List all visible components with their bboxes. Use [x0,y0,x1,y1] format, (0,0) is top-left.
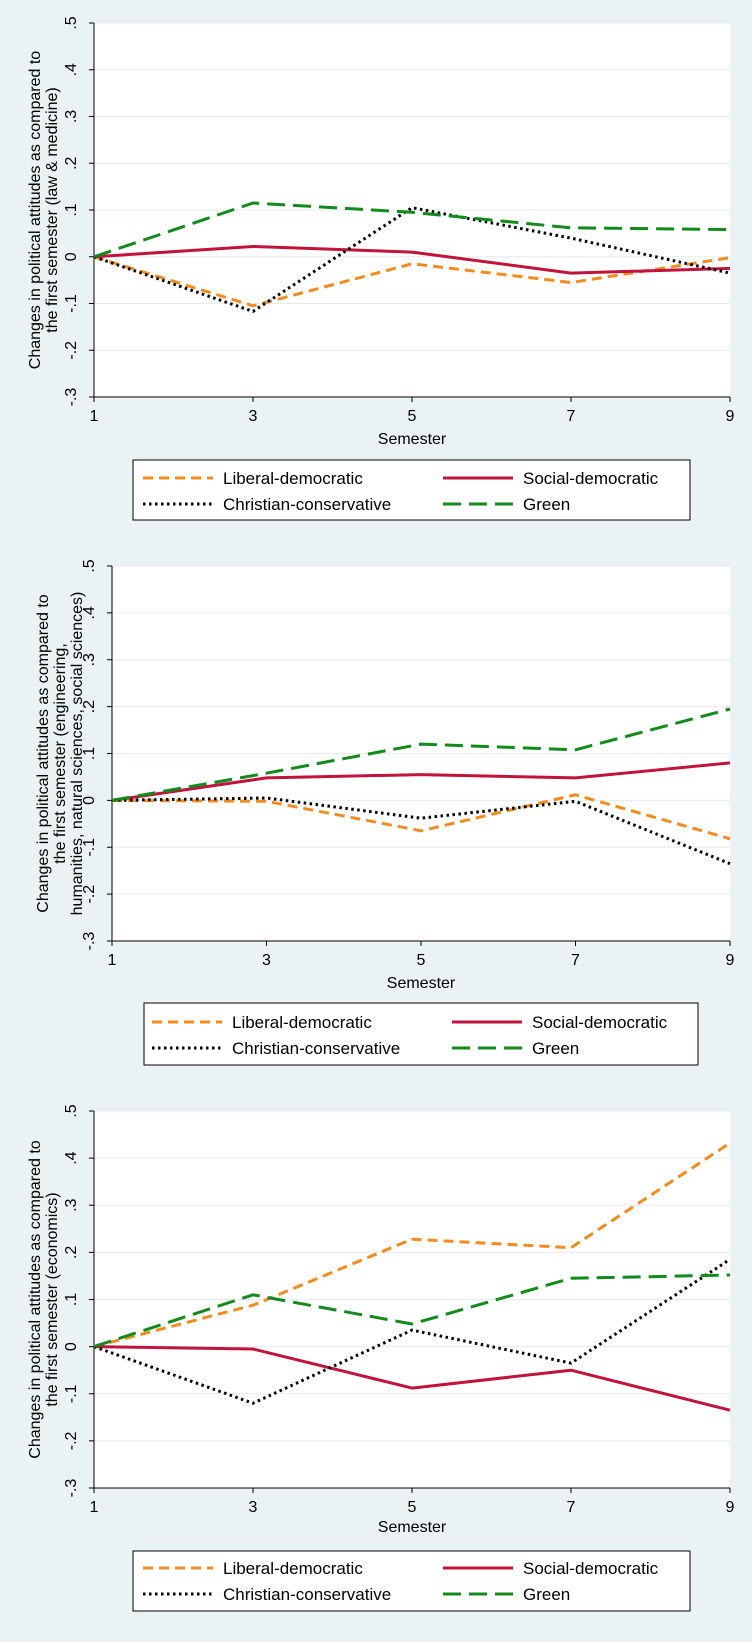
x-tick-label: 7 [567,408,576,425]
legend-label: Green [523,1585,570,1604]
y-tick-label: .4 [63,63,80,76]
y-axis-title-line: humanities, natural sciences, social sci… [69,592,86,916]
y-tick-label: .2 [63,1246,80,1259]
legend-label: Christian-conservative [232,1039,400,1058]
y-tick-label: 0 [63,1342,80,1351]
y-axis-title-line: Changes in political attitudes as compar… [27,51,44,370]
series-line-social-democratic [111,761,731,802]
y-tick-label: .1 [81,747,98,760]
x-tick-label: 9 [726,952,735,969]
chart-1: .5 .4 .3 .2 .1 0 -.1 -.2 -.3 1 3 5 7 9 Semester Changes… [27,16,735,521]
legend-label: Green [523,495,570,514]
legend-label: Liberal-democratic [223,469,363,488]
legend-box [143,1002,699,1066]
y-tick-label: .1 [63,203,80,216]
legend-label: Green [532,1039,579,1058]
y-tick-label: -.3 [81,932,98,951]
y-axis-title-line: the first semester (engineering, [52,643,69,864]
x-axis-title: Semester [378,431,447,448]
x-tick-label: 9 [726,408,735,425]
y-tick-label: .2 [63,156,80,169]
series-line-liberal-democratic [111,793,731,841]
x-axis-title: Semester [387,975,456,992]
legend-label: Liberal-democratic [223,1559,363,1578]
y-tick-label: -.1 [63,294,80,313]
series-line-christian-conservative [93,1258,731,1405]
legend-box [132,1550,691,1612]
legend-label: Christian-conservative [223,495,391,514]
y-tick-label: 0 [63,252,80,261]
y-axis-title-line: the first semester (economics) [44,1192,61,1406]
x-tick-label: 5 [408,1499,417,1516]
legend-label: Social-democratic [523,1559,659,1578]
x-tick-label: 3 [262,952,271,969]
y-tick-label: .4 [63,1151,80,1164]
legend-box [132,459,691,521]
y-tick-label: .1 [63,1293,80,1306]
x-tick-label: 3 [249,408,258,425]
legend-label: Christian-conservative [223,1585,391,1604]
y-tick-label: .3 [81,653,98,666]
series-line-social-democratic [93,1345,731,1412]
y-tick-label: -.1 [81,838,98,857]
series-line-christian-conservative [111,796,731,866]
x-tick-label: 7 [571,952,580,969]
x-tick-label: 1 [108,952,117,969]
y-tick-label: -.2 [81,885,98,904]
y-tick-label: 0 [81,796,98,805]
chart-3: .5 .4 .3 .2 .1 0 -.1 -.2 -.3 1 3 5 7 9 Semester Changes… [27,1104,735,1612]
legend-label: Social-democratic [532,1013,668,1032]
y-tick-label: .3 [63,1198,80,1211]
series-line-liberal-democratic [93,1141,731,1349]
y-tick-label: .4 [81,606,98,619]
y-tick-label: .3 [63,110,80,123]
y-tick-label: -.2 [63,341,80,360]
y-tick-label: -.3 [63,388,80,407]
x-tick-label: 1 [90,408,99,425]
x-tick-label: 3 [249,1499,258,1516]
chart-2: .5 .4 .3 .2 .1 0 -.1 -.2 -.3 1 3 5 7 9 Semester Changes… [35,559,735,1066]
y-axis-title-line: Changes in political attitudes as compar… [35,594,52,913]
y-tick-label: -.2 [63,1431,80,1450]
y-tick-label: .2 [81,700,98,713]
y-axis-title-line: the first semester (law & medicine) [44,87,61,332]
series-line-liberal-democratic [93,255,731,308]
series-line-green [111,707,731,802]
series-line-green [93,1273,731,1349]
legend-label: Social-democratic [523,469,659,488]
y-tick-label: -.3 [63,1479,80,1498]
series-line-social-democratic [93,245,731,275]
series-line-green [93,201,731,259]
y-axis-title-line: Changes in political attitudes as compar… [27,1140,44,1459]
x-tick-label: 9 [726,1499,735,1516]
x-tick-label: 7 [567,1499,576,1516]
x-axis-title: Semester [378,1519,447,1536]
x-tick-label: 5 [408,408,417,425]
y-tick-label: .5 [63,1104,80,1117]
y-tick-label: -.1 [63,1384,80,1403]
x-tick-label: 5 [417,952,426,969]
legend-label: Liberal-democratic [232,1013,372,1032]
y-tick-label: .5 [63,16,80,29]
y-tick-label: .5 [81,559,98,572]
x-tick-label: 1 [90,1499,99,1516]
